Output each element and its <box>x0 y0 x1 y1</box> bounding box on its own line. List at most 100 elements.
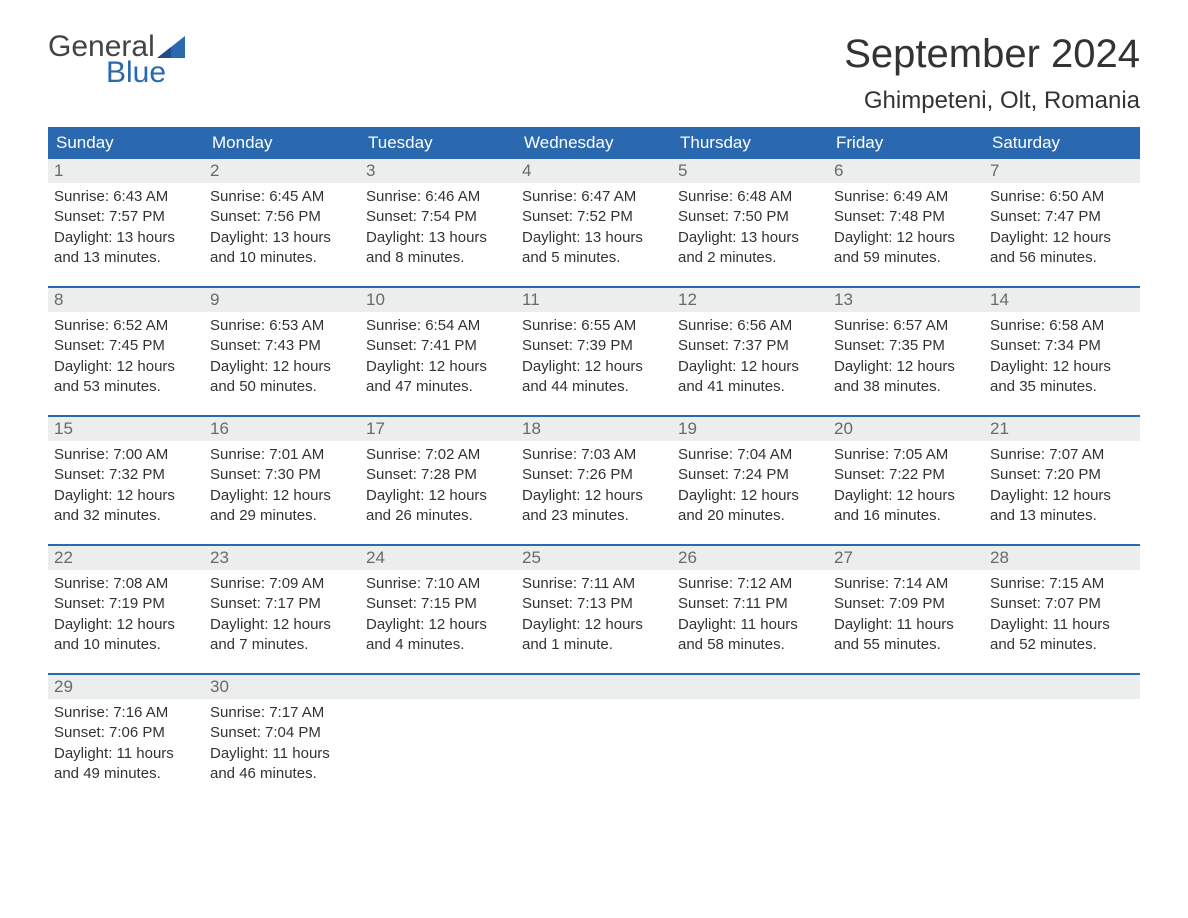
day-number: 18 <box>516 417 672 441</box>
day-cell <box>360 675 516 788</box>
day-details: Sunrise: 7:01 AMSunset: 7:30 PMDaylight:… <box>204 441 360 530</box>
sunset-line: Sunset: 7:30 PM <box>210 465 354 485</box>
sunset-line: Sunset: 7:45 PM <box>54 336 198 356</box>
day-number <box>516 675 672 699</box>
d2-line: and 23 minutes. <box>522 506 666 526</box>
day-cell: 18Sunrise: 7:03 AMSunset: 7:26 PMDayligh… <box>516 417 672 530</box>
d2-line: and 10 minutes. <box>210 248 354 268</box>
day-number: 21 <box>984 417 1140 441</box>
day-cell: 8Sunrise: 6:52 AMSunset: 7:45 PMDaylight… <box>48 288 204 401</box>
flag-icon <box>157 36 185 58</box>
sunset-line: Sunset: 7:20 PM <box>990 465 1134 485</box>
day-number: 9 <box>204 288 360 312</box>
day-cell: 3Sunrise: 6:46 AMSunset: 7:54 PMDaylight… <box>360 159 516 272</box>
day-details: Sunrise: 7:10 AMSunset: 7:15 PMDaylight:… <box>360 570 516 659</box>
day-number: 19 <box>672 417 828 441</box>
day-details: Sunrise: 6:50 AMSunset: 7:47 PMDaylight:… <box>984 183 1140 272</box>
day-cell: 5Sunrise: 6:48 AMSunset: 7:50 PMDaylight… <box>672 159 828 272</box>
sunset-line: Sunset: 7:24 PM <box>678 465 822 485</box>
day-details: Sunrise: 7:17 AMSunset: 7:04 PMDaylight:… <box>204 699 360 788</box>
day-cell <box>828 675 984 788</box>
day-cell <box>516 675 672 788</box>
day-number: 2 <box>204 159 360 183</box>
sunrise-line: Sunrise: 6:45 AM <box>210 187 354 207</box>
day-cell: 28Sunrise: 7:15 AMSunset: 7:07 PMDayligh… <box>984 546 1140 659</box>
day-cell: 2Sunrise: 6:45 AMSunset: 7:56 PMDaylight… <box>204 159 360 272</box>
day-cell <box>672 675 828 788</box>
day-details: Sunrise: 6:43 AMSunset: 7:57 PMDaylight:… <box>48 183 204 272</box>
d2-line: and 29 minutes. <box>210 506 354 526</box>
sunset-line: Sunset: 7:48 PM <box>834 207 978 227</box>
day-details: Sunrise: 6:58 AMSunset: 7:34 PMDaylight:… <box>984 312 1140 401</box>
sunset-line: Sunset: 7:35 PM <box>834 336 978 356</box>
d1-line: Daylight: 12 hours <box>834 486 978 506</box>
day-cell: 4Sunrise: 6:47 AMSunset: 7:52 PMDaylight… <box>516 159 672 272</box>
d1-line: Daylight: 12 hours <box>54 486 198 506</box>
sunrise-line: Sunrise: 7:17 AM <box>210 703 354 723</box>
d1-line: Daylight: 12 hours <box>366 357 510 377</box>
day-details: Sunrise: 7:14 AMSunset: 7:09 PMDaylight:… <box>828 570 984 659</box>
sunset-line: Sunset: 7:17 PM <box>210 594 354 614</box>
d2-line: and 56 minutes. <box>990 248 1134 268</box>
d2-line: and 1 minute. <box>522 635 666 655</box>
sunrise-line: Sunrise: 6:49 AM <box>834 187 978 207</box>
d1-line: Daylight: 12 hours <box>210 357 354 377</box>
day-number: 29 <box>48 675 204 699</box>
d1-line: Daylight: 11 hours <box>210 744 354 764</box>
sunset-line: Sunset: 7:26 PM <box>522 465 666 485</box>
d1-line: Daylight: 13 hours <box>210 228 354 248</box>
sunset-line: Sunset: 7:37 PM <box>678 336 822 356</box>
d2-line: and 5 minutes. <box>522 248 666 268</box>
d1-line: Daylight: 12 hours <box>678 486 822 506</box>
day-number <box>984 675 1140 699</box>
day-cell: 12Sunrise: 6:56 AMSunset: 7:37 PMDayligh… <box>672 288 828 401</box>
sunrise-line: Sunrise: 6:43 AM <box>54 187 198 207</box>
day-number: 5 <box>672 159 828 183</box>
day-number: 28 <box>984 546 1140 570</box>
day-cell: 25Sunrise: 7:11 AMSunset: 7:13 PMDayligh… <box>516 546 672 659</box>
day-number: 7 <box>984 159 1140 183</box>
sunset-line: Sunset: 7:34 PM <box>990 336 1134 356</box>
weekday-header: Saturday <box>984 127 1140 159</box>
day-details: Sunrise: 7:05 AMSunset: 7:22 PMDaylight:… <box>828 441 984 530</box>
day-details: Sunrise: 6:54 AMSunset: 7:41 PMDaylight:… <box>360 312 516 401</box>
d2-line: and 53 minutes. <box>54 377 198 397</box>
location: Ghimpeteni, Olt, Romania <box>844 87 1140 115</box>
sunrise-line: Sunrise: 6:47 AM <box>522 187 666 207</box>
day-number: 16 <box>204 417 360 441</box>
d2-line: and 59 minutes. <box>834 248 978 268</box>
sunset-line: Sunset: 7:06 PM <box>54 723 198 743</box>
d1-line: Daylight: 12 hours <box>834 228 978 248</box>
day-number: 25 <box>516 546 672 570</box>
sunset-line: Sunset: 7:19 PM <box>54 594 198 614</box>
sunset-line: Sunset: 7:54 PM <box>366 207 510 227</box>
day-number <box>360 675 516 699</box>
week-row: 22Sunrise: 7:08 AMSunset: 7:19 PMDayligh… <box>48 544 1140 659</box>
day-number: 26 <box>672 546 828 570</box>
day-cell: 9Sunrise: 6:53 AMSunset: 7:43 PMDaylight… <box>204 288 360 401</box>
d1-line: Daylight: 12 hours <box>522 486 666 506</box>
sunset-line: Sunset: 7:50 PM <box>678 207 822 227</box>
weekday-header: Tuesday <box>360 127 516 159</box>
day-number: 8 <box>48 288 204 312</box>
sunset-line: Sunset: 7:22 PM <box>834 465 978 485</box>
day-number: 1 <box>48 159 204 183</box>
day-details: Sunrise: 6:57 AMSunset: 7:35 PMDaylight:… <box>828 312 984 401</box>
d2-line: and 26 minutes. <box>366 506 510 526</box>
day-number: 12 <box>672 288 828 312</box>
d1-line: Daylight: 12 hours <box>54 357 198 377</box>
d2-line: and 2 minutes. <box>678 248 822 268</box>
day-details: Sunrise: 7:08 AMSunset: 7:19 PMDaylight:… <box>48 570 204 659</box>
sunrise-line: Sunrise: 6:56 AM <box>678 316 822 336</box>
weekday-header: Friday <box>828 127 984 159</box>
sunset-line: Sunset: 7:43 PM <box>210 336 354 356</box>
sunrise-line: Sunrise: 7:01 AM <box>210 445 354 465</box>
d2-line: and 16 minutes. <box>834 506 978 526</box>
sunset-line: Sunset: 7:57 PM <box>54 207 198 227</box>
weekday-header: Monday <box>204 127 360 159</box>
d2-line: and 47 minutes. <box>366 377 510 397</box>
d2-line: and 52 minutes. <box>990 635 1134 655</box>
d1-line: Daylight: 12 hours <box>522 615 666 635</box>
d1-line: Daylight: 13 hours <box>54 228 198 248</box>
d1-line: Daylight: 12 hours <box>834 357 978 377</box>
